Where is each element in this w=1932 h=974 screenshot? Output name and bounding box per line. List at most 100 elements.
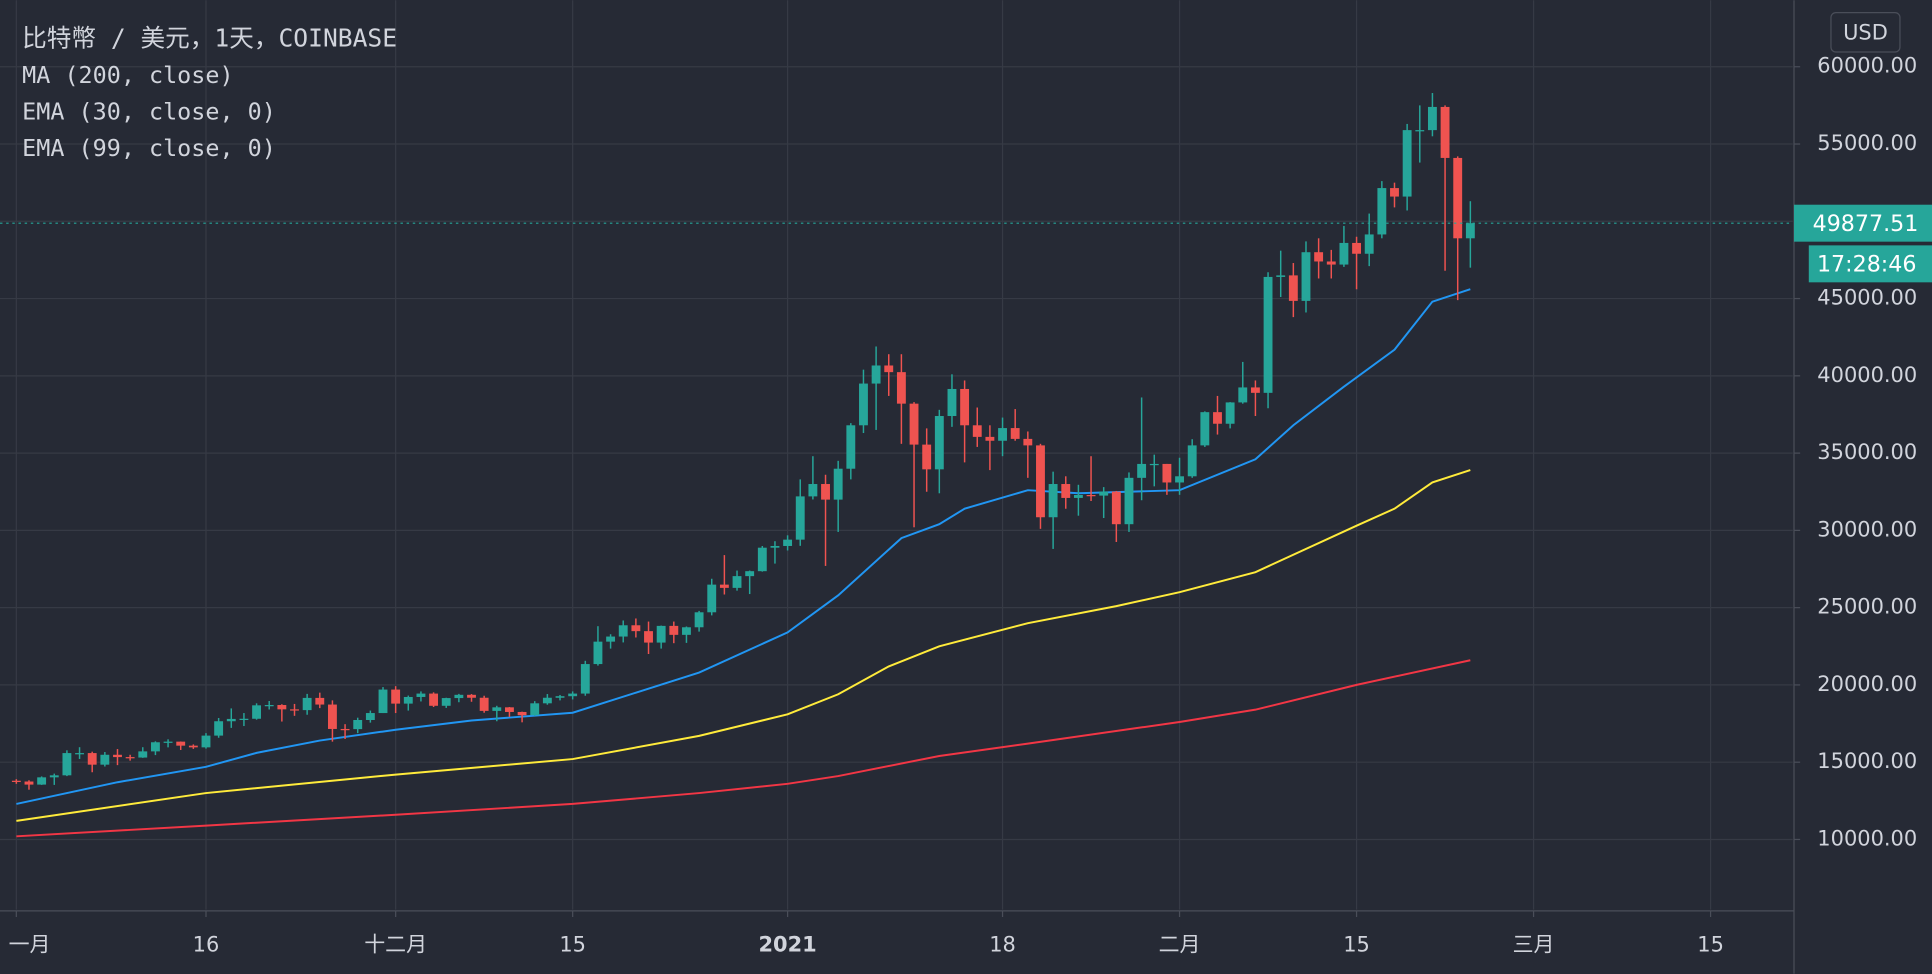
y-tick-label: 45000.00 [1817, 286, 1917, 310]
candle-body [429, 693, 439, 706]
candle-body [821, 484, 830, 500]
candle-body [972, 425, 982, 437]
candle-body [1048, 484, 1058, 518]
legend-entry[interactable]: EMA (30, close, 0) [22, 98, 276, 126]
candle-body [985, 436, 995, 441]
candle-body [37, 777, 47, 785]
candle-body [568, 693, 578, 697]
candle-body [1187, 445, 1197, 477]
candle-body [719, 584, 729, 588]
candle-body [252, 705, 262, 719]
x-tick-label: 十二月 [364, 932, 427, 956]
candle-body [378, 689, 388, 714]
candle-body [808, 484, 818, 497]
candle-body [11, 780, 21, 782]
legend-entry[interactable]: MA (200, close) [22, 61, 233, 89]
candle-body [1377, 188, 1387, 235]
candle-body [1162, 463, 1172, 483]
candle-body [1023, 438, 1033, 446]
candle-body [113, 754, 122, 758]
candle-body [1440, 106, 1450, 158]
candle-body [416, 693, 426, 697]
candle-body [49, 775, 59, 778]
x-tick-label: 18 [989, 932, 1016, 956]
candle-body [555, 696, 565, 698]
candle-body [214, 721, 224, 736]
candle-body [87, 753, 97, 765]
candle-body [454, 694, 464, 699]
candle-body [1061, 484, 1071, 498]
candle-body [1010, 428, 1020, 439]
y-tick-label: 60000.00 [1817, 54, 1917, 78]
candle-body [467, 694, 476, 698]
candle-body [1276, 275, 1286, 277]
candle-body [795, 496, 805, 540]
candle-body [479, 697, 489, 711]
candle-body [1073, 494, 1083, 498]
candle-body [530, 703, 540, 716]
candle-body [302, 697, 312, 711]
x-tick-label: 2021 [758, 932, 816, 956]
candle-body [1301, 252, 1311, 301]
candle-body [644, 631, 653, 643]
candle-body [1099, 491, 1109, 496]
candle-body [656, 625, 666, 643]
candle-body [745, 571, 755, 577]
candle-body [631, 625, 641, 632]
candle-body [732, 576, 742, 588]
y-tick-label: 40000.00 [1817, 363, 1917, 387]
legend-entry[interactable]: EMA (99, close, 0) [22, 134, 276, 162]
x-tick-label: 15 [559, 932, 586, 956]
candle-body [833, 468, 843, 500]
x-tick-label: 二月 [1159, 932, 1201, 956]
x-tick-label: 15 [1697, 932, 1724, 956]
candle-body [315, 697, 325, 705]
candle-body [669, 625, 679, 635]
candle-body [1352, 242, 1361, 254]
y-tick-label: 25000.00 [1817, 595, 1917, 619]
y-tick-label: 10000.00 [1817, 826, 1917, 850]
candle-body [1200, 412, 1210, 446]
candle-body [1086, 494, 1096, 497]
candle-body [770, 545, 780, 548]
candle-body [947, 388, 957, 417]
candle-body [226, 718, 236, 722]
candle-body [1124, 477, 1134, 525]
candle-body [239, 718, 249, 720]
candle-body [365, 713, 375, 721]
candle-body [580, 664, 590, 694]
indicator-line [16, 288, 1471, 805]
candle-body [1175, 476, 1184, 483]
candle-body [934, 416, 944, 470]
chart-title: 比特幣 / 美元，1天，COINBASE [22, 24, 397, 53]
candle-body [783, 539, 793, 546]
candle-body [24, 781, 34, 785]
candle-body [277, 705, 287, 710]
candle-body [694, 612, 704, 628]
candle-body [492, 707, 502, 711]
candle-body [707, 584, 717, 613]
last-price-label: 49877.51 [1813, 211, 1919, 237]
candle-body [1111, 491, 1121, 525]
candle-body [1213, 412, 1222, 424]
candle-body [505, 707, 514, 712]
candle-body [1036, 445, 1045, 518]
candle-body [998, 428, 1007, 441]
y-tick-label: 20000.00 [1817, 672, 1917, 696]
candle-body [290, 709, 299, 711]
candle-body [606, 636, 616, 642]
candle-body [859, 383, 868, 426]
candle-body [340, 728, 350, 731]
candle-body [1427, 106, 1437, 131]
candle-body [909, 403, 919, 445]
y-tick-label: 15000.00 [1817, 749, 1917, 773]
candle-body [100, 754, 110, 765]
candle-body [1453, 157, 1463, 239]
axis-unit: USD [1843, 21, 1888, 45]
candle-body [1402, 130, 1412, 197]
y-tick-label: 35000.00 [1817, 440, 1917, 464]
candle-body [618, 625, 628, 637]
unit-box[interactable] [1830, 12, 1901, 53]
